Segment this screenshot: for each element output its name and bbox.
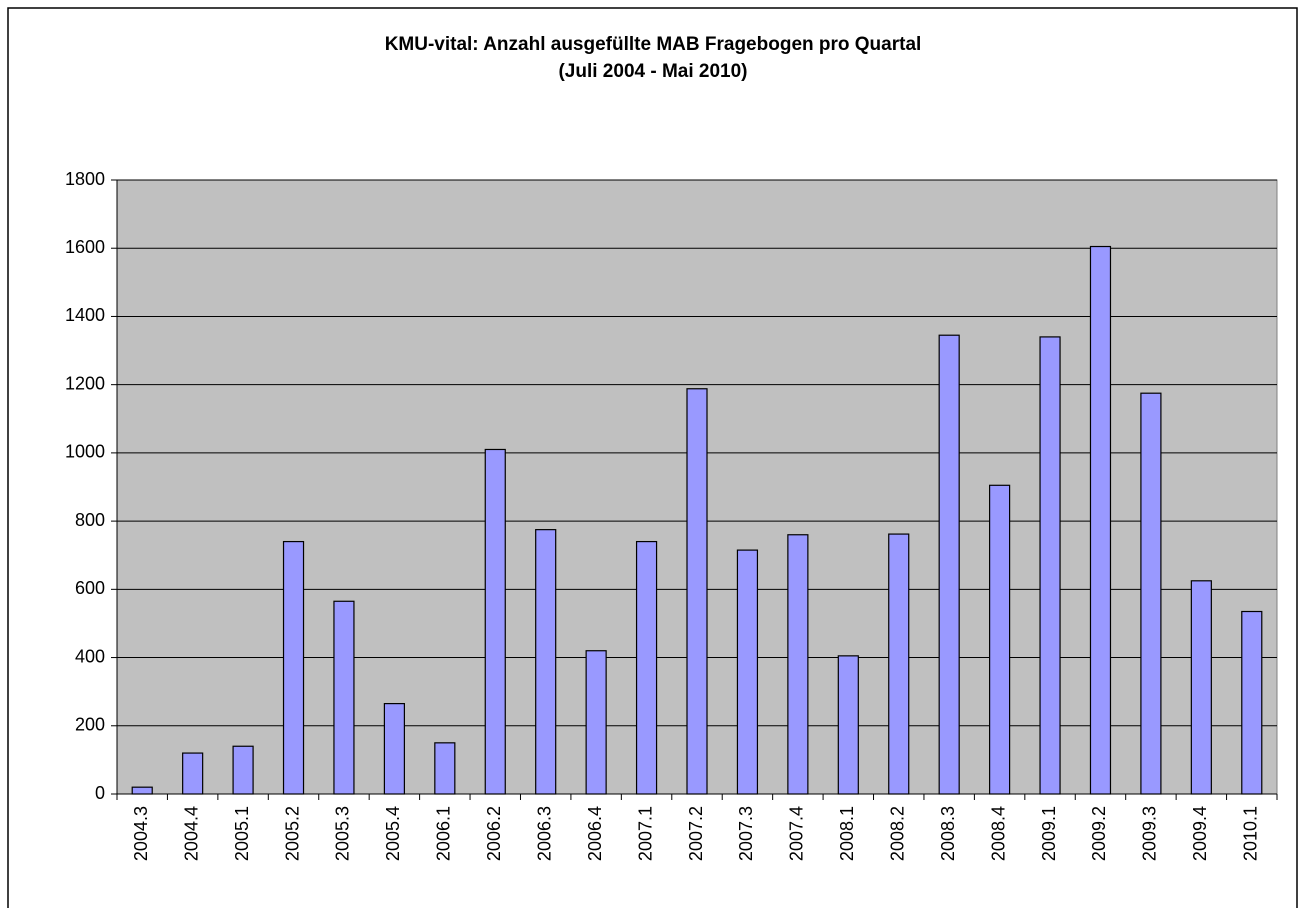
bar [1140,392,1162,795]
y-tick-label: 0 [95,783,105,803]
chart-subtitle: (Juli 2004 - Mai 2010) [558,61,747,82]
bar [837,655,859,795]
x-tick-label: 2006.3 [534,806,554,861]
x-tick-label: 2005.1 [232,806,252,861]
x-tick-label: 2009.1 [1039,806,1059,861]
x-tick-label: 2008.1 [837,806,857,861]
bar [182,752,204,795]
y-tick-label: 1200 [65,373,105,393]
bar [282,540,305,795]
bar [383,703,405,795]
x-tick-label: 2008.3 [938,806,958,861]
x-tick-label: 2009.4 [1190,806,1210,861]
x-tick-label: 2006.1 [434,806,454,861]
x-tick-label: 2009.3 [1140,806,1160,861]
bar [131,786,153,795]
y-tick-label: 1800 [65,169,105,189]
bar [1089,245,1112,795]
x-tick-label: 2007.4 [787,806,807,861]
bar [635,540,658,795]
y-tick-label: 800 [75,510,105,530]
bar [535,529,557,795]
bar [686,388,708,795]
bar [333,600,355,795]
bar [1039,336,1061,795]
x-tick-label: 2007.3 [736,806,756,861]
chart-frame [7,7,1298,908]
y-tick-label: 600 [75,578,105,598]
x-tick-label: 2007.1 [635,806,655,861]
x-tick-label: 2010.1 [1241,806,1261,861]
bar [1241,610,1263,795]
y-tick-label: 1400 [65,305,105,325]
y-tick-label: 1600 [65,237,105,257]
bar [484,448,506,795]
bar [232,745,254,795]
bar [585,650,607,795]
bar [888,533,910,795]
x-tick-label: 2006.2 [484,806,504,861]
x-tick-label: 2005.3 [333,806,353,861]
y-tick-label: 1000 [65,442,105,462]
y-tick-label: 200 [75,715,105,735]
x-tick-label: 2007.2 [686,806,706,861]
chart-title: KMU-vital: Anzahl ausgefüllte MAB Frageb… [385,34,922,55]
x-tick-label: 2005.4 [383,806,403,861]
x-tick-label: 2004.4 [181,806,201,861]
bar [787,534,809,795]
x-tick-label: 2008.2 [887,806,907,861]
x-tick-label: 2006.4 [585,806,605,861]
bar [1190,580,1212,795]
bar [736,549,759,795]
x-tick-label: 2008.4 [988,806,1008,861]
x-tick-label: 2009.2 [1089,806,1109,861]
x-tick-label: 2005.2 [282,806,302,861]
bar [434,742,456,795]
y-tick-label: 400 [75,646,105,666]
x-tick-label: 2004.3 [131,806,151,861]
bar [989,484,1011,795]
bar [938,334,960,795]
